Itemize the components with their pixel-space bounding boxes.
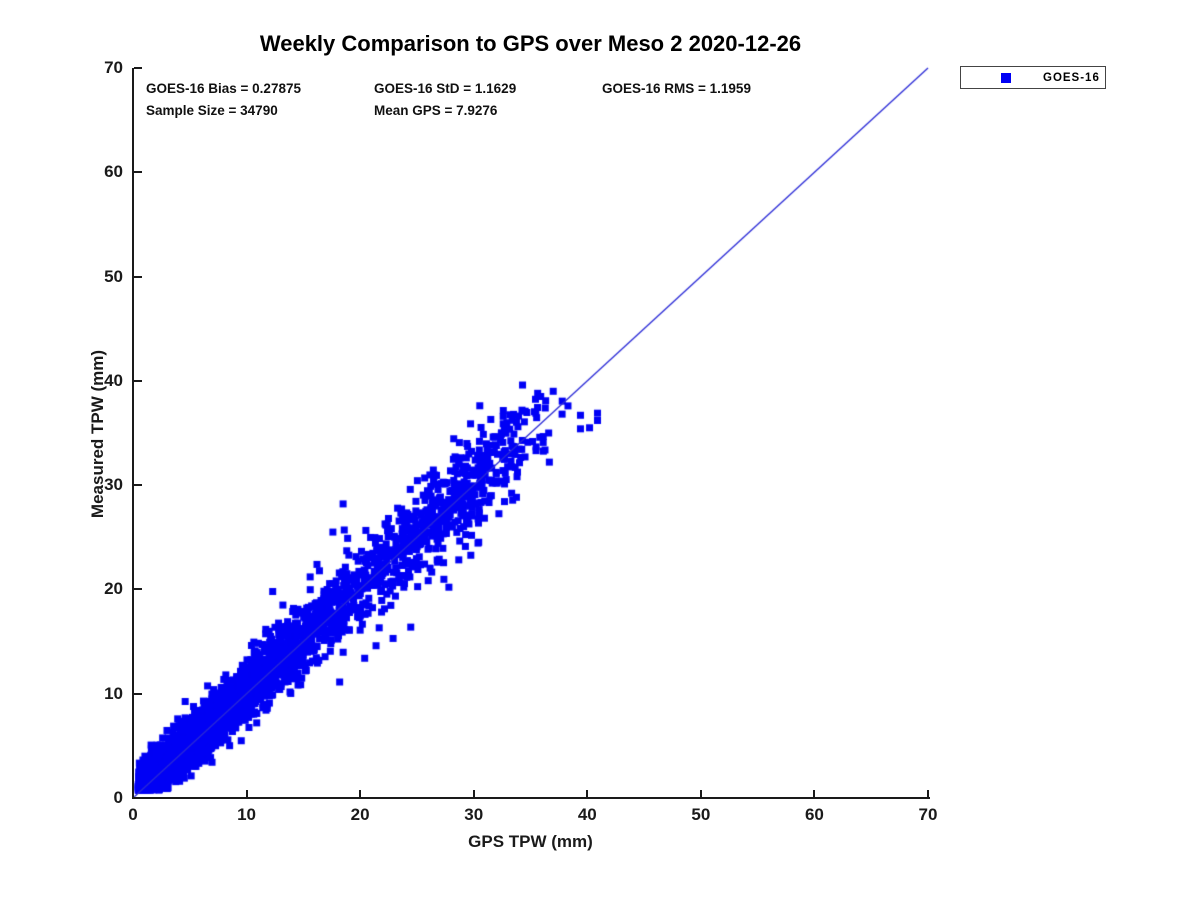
x-tick-label: 30 bbox=[464, 805, 484, 824]
y-tick bbox=[134, 379, 142, 382]
stat-mean-gps: Mean GPS = 7.9276 bbox=[374, 103, 498, 118]
y-tick-label: 60 bbox=[104, 162, 123, 182]
legend-marker-square-icon bbox=[1001, 72, 1011, 83]
y-tick bbox=[134, 484, 142, 487]
x-tick bbox=[927, 790, 929, 798]
y-tick-label: 0 bbox=[113, 788, 123, 807]
x-tick bbox=[472, 790, 475, 798]
stat-std: GOES-16 StD = 1.1629 bbox=[374, 81, 517, 96]
y-tick bbox=[134, 275, 142, 278]
stat-rms: GOES-16 RMS = 1.1959 bbox=[602, 81, 751, 96]
y-tick bbox=[134, 588, 142, 591]
stat-sample-size: Sample Size = 34790 bbox=[146, 103, 278, 118]
y-tick-label: 10 bbox=[104, 683, 123, 703]
legend: GOES-16 bbox=[960, 66, 1106, 89]
x-axis-line bbox=[132, 797, 930, 799]
x-tick bbox=[813, 790, 816, 798]
stat-bias: GOES-16 Bias = 0.27875 bbox=[146, 81, 301, 96]
x-tick bbox=[586, 790, 589, 798]
y-tick-label: 40 bbox=[104, 370, 123, 390]
x-tick-label: 70 bbox=[918, 805, 938, 824]
y-tick bbox=[134, 797, 142, 799]
x-axis-label: GPS TPW (mm) bbox=[468, 832, 593, 851]
y-tick bbox=[134, 171, 142, 174]
chart-title: Weekly Comparison to GPS over Meso 2 202… bbox=[259, 31, 802, 56]
x-tick-label: 60 bbox=[804, 805, 824, 824]
x-tick-label: 50 bbox=[691, 805, 711, 824]
y-tick-label: 20 bbox=[104, 579, 123, 599]
x-tick bbox=[699, 790, 702, 798]
y-axis-label: Measured TPW (mm) bbox=[88, 349, 107, 519]
x-tick-label: 40 bbox=[577, 805, 597, 824]
x-tick bbox=[132, 790, 134, 798]
legend-label: GOES-16 bbox=[1043, 71, 1100, 84]
y-tick bbox=[134, 692, 142, 695]
x-tick-label: 0 bbox=[128, 805, 138, 824]
y-axis-line bbox=[132, 68, 134, 799]
y-tick-label: 30 bbox=[104, 475, 123, 495]
x-tick-label: 10 bbox=[237, 805, 257, 824]
x-tick-label: 20 bbox=[350, 805, 370, 824]
x-tick bbox=[245, 790, 248, 798]
y-tick-label: 70 bbox=[104, 58, 123, 77]
y-tick bbox=[134, 67, 142, 69]
y-tick-label: 50 bbox=[104, 266, 123, 286]
x-tick bbox=[359, 790, 362, 798]
